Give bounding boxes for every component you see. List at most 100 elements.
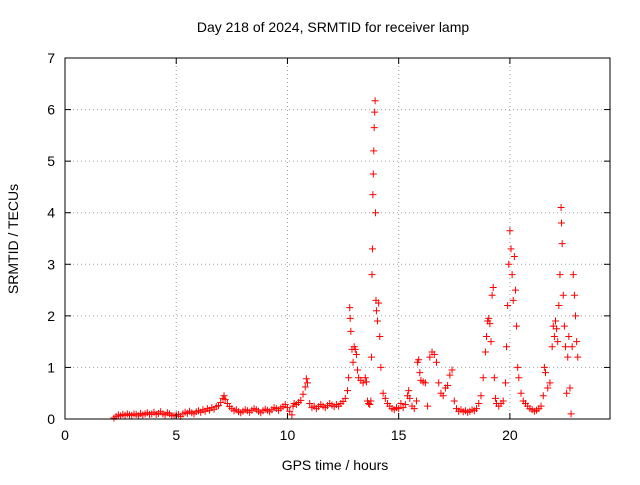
data-point	[562, 343, 570, 351]
data-point	[564, 353, 572, 361]
data-point	[372, 307, 380, 315]
data-point	[509, 296, 517, 304]
data-point	[517, 389, 525, 397]
data-point	[541, 369, 549, 377]
chart-title: Day 218 of 2024, SRMTID for receiver lam…	[197, 19, 470, 35]
data-point	[491, 394, 499, 402]
data-point	[552, 317, 559, 325]
data-point	[501, 379, 509, 387]
data-point	[410, 405, 418, 413]
data-point	[426, 353, 434, 361]
data-point	[369, 191, 377, 199]
data-point	[439, 392, 447, 400]
data-point	[352, 351, 360, 359]
data-point	[557, 204, 565, 212]
data-point	[560, 322, 568, 330]
data-point	[555, 302, 563, 310]
data-point	[379, 389, 387, 397]
data-point	[374, 317, 382, 325]
data-point	[303, 379, 311, 387]
data-point	[572, 312, 580, 320]
data-point	[503, 343, 511, 351]
data-point	[487, 338, 495, 346]
data-point	[416, 369, 424, 377]
data-point	[567, 410, 575, 418]
data-point	[565, 332, 573, 340]
axis-ticks: 0 5 10 15 20 0 1 2 3 4 5 6 7	[47, 50, 610, 443]
data-point	[395, 405, 403, 413]
data-point	[475, 400, 483, 408]
y-tick-label: 2	[47, 308, 55, 324]
data-point	[421, 379, 429, 387]
data-point	[405, 387, 413, 395]
data-point	[381, 394, 389, 402]
x-tick-label: 15	[391, 427, 407, 443]
data-point	[372, 209, 380, 217]
data-point	[366, 401, 374, 409]
data-point	[499, 397, 507, 405]
data-point	[301, 383, 309, 391]
data-point	[514, 363, 522, 371]
grid-layer	[65, 58, 610, 419]
data-point	[283, 404, 291, 412]
data-point	[369, 170, 377, 178]
data-point	[371, 108, 379, 116]
data-point	[558, 240, 566, 248]
data-point	[286, 407, 294, 415]
data-point	[341, 394, 349, 402]
data-point	[345, 374, 353, 382]
x-tick-label: 10	[280, 427, 296, 443]
data-point	[553, 325, 561, 333]
plot-frame	[64, 57, 611, 420]
data-point	[415, 356, 423, 364]
data-point	[299, 390, 307, 398]
data-point	[554, 338, 562, 346]
data-point	[368, 271, 376, 279]
data-point	[424, 402, 432, 410]
data-point	[504, 302, 512, 310]
data-point	[354, 366, 362, 374]
y-tick-label: 1	[47, 359, 55, 375]
data-marks	[110, 97, 582, 422]
y-tick-label: 3	[47, 256, 55, 272]
data-point	[473, 405, 481, 413]
y-tick-label: 4	[47, 205, 55, 221]
data-point	[220, 392, 228, 400]
data-point	[550, 332, 558, 340]
data-point	[563, 389, 571, 397]
data-point	[370, 124, 378, 132]
data-point	[513, 322, 521, 330]
data-point	[297, 396, 305, 404]
data-point	[539, 392, 547, 400]
data-point	[540, 363, 548, 371]
data-point	[450, 397, 458, 405]
data-point	[537, 402, 545, 410]
y-tick-label: 0	[47, 411, 55, 427]
data-point	[446, 371, 454, 379]
data-point	[344, 387, 352, 395]
data-point	[368, 353, 376, 361]
data-point	[370, 147, 378, 155]
data-point	[569, 271, 577, 279]
data-point	[486, 320, 494, 328]
x-tick-label: 0	[61, 427, 69, 443]
data-point	[401, 401, 409, 409]
data-point	[368, 245, 376, 253]
data-point	[566, 384, 574, 392]
data-point	[306, 400, 314, 408]
data-point	[483, 332, 491, 340]
data-point	[515, 374, 523, 382]
data-point	[376, 332, 384, 340]
data-point	[448, 366, 456, 374]
data-point	[556, 271, 564, 279]
data-point	[430, 351, 438, 359]
x-tick-label: 5	[172, 427, 180, 443]
data-point	[506, 227, 514, 235]
data-point	[346, 314, 354, 322]
data-point	[432, 358, 440, 366]
data-point	[359, 379, 367, 387]
data-point	[361, 374, 369, 382]
y-tick-label: 6	[47, 102, 55, 118]
data-point	[485, 314, 493, 322]
